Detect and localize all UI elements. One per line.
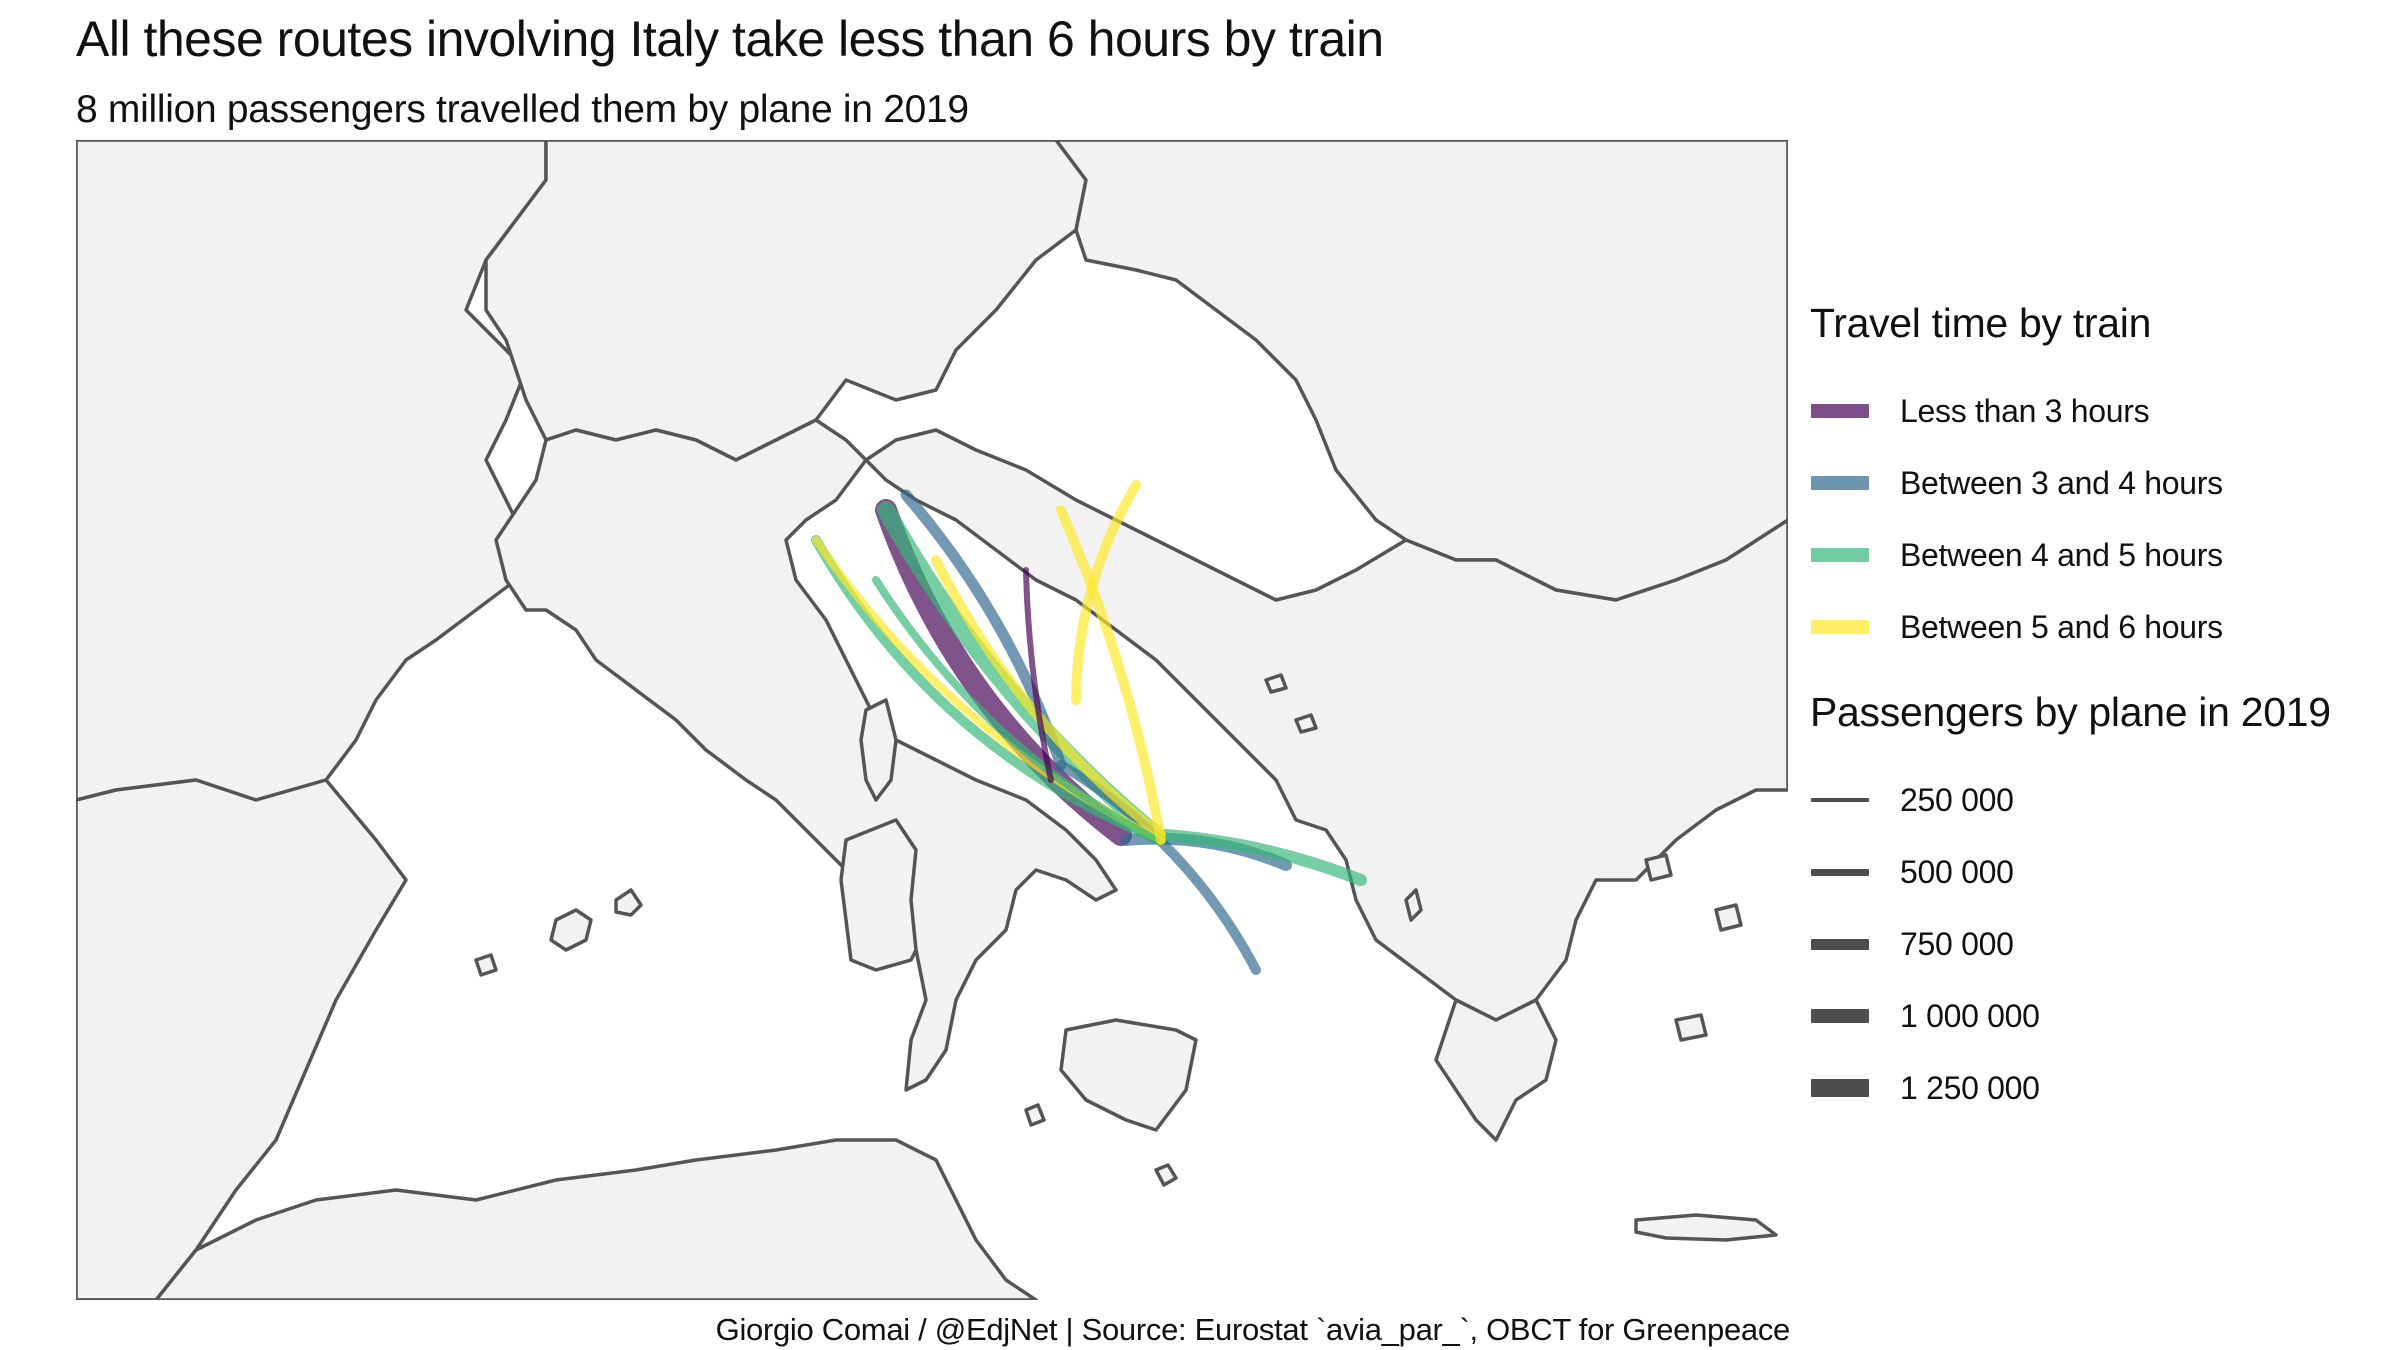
legend-color-title: Travel time by train [1810,300,2152,346]
legend-size-title: Passengers by plane in 2019 [1810,689,2331,735]
land-croatia-island-2 [1294,713,1318,734]
route-line [1056,505,1166,845]
land-corsica [859,698,898,802]
legend-color-item: Between 3 and 4 hours [1810,447,2390,519]
caption: Giorgio Comai / @EdjNet | Source: Eurost… [715,1312,1791,1347]
legend-size-item: 750 000 [1810,908,2390,980]
land-balearic-2 [614,888,643,917]
legend-color-item: Between 5 and 6 hours [1810,591,2390,663]
land-eastern-europe [1054,140,1788,602]
land-central-europe [484,140,1088,462]
land-balearic-1 [549,908,593,952]
land-peloponnese [1434,998,1558,1142]
legend-size-label: 500 000 [1900,853,2014,890]
legend-color-swatch [1811,476,1869,490]
route-line [811,535,1166,845]
legend-size-swatch [1811,1009,1869,1023]
legend-size-label: 250 000 [1900,781,2014,818]
land-croatia-island-1 [1264,673,1288,694]
legend-size-item: 1 000 000 [1810,980,2390,1052]
legend-color-swatch [1811,620,1869,634]
land-pantelleria [1024,1103,1046,1127]
legend-size-swatch [1811,938,1869,950]
legend-size-key [1810,1009,1870,1023]
route-line [1160,829,1367,886]
legend-size-key [1810,868,1870,876]
legend-size-swatch [1811,868,1869,876]
legend-size-item: 500 000 [1810,836,2390,908]
legend-size-key [1810,798,1870,802]
legend-color-key [1810,620,1870,634]
legend-color-item: Less than 3 hours [1810,375,2390,447]
legend-color-swatch [1811,404,1869,418]
land-aegean-3 [1674,1013,1708,1042]
map-svg [76,140,1788,1300]
route-line [1071,480,1141,705]
chart-title: All these routes involving Italy take le… [76,11,1384,67]
land-sardinia [839,818,918,972]
legend-size-swatch [1811,798,1869,802]
legend-size-label: 1 250 000 [1900,1069,2040,1106]
legend-size-item: 250 000 [1810,764,2390,836]
legend-color-key [1810,548,1870,562]
route-line [1023,567,1054,783]
land-crete [1634,1213,1778,1242]
chart-subtitle: 8 million passengers travelled them by p… [76,88,969,131]
map-panel [76,140,1788,1300]
legend-size-swatch [1811,1079,1869,1097]
land-balearic-3 [474,953,498,977]
legend: Travel time by train Less than 3 hours Be… [1810,300,2390,1124]
legend-size-label: 1 000 000 [1900,997,2040,1034]
route-line [872,576,1160,844]
legend-color-swatch [1811,548,1869,562]
land-france [76,140,548,802]
legend-color-label: Less than 3 hours [1900,392,2150,429]
legend-color-label: Between 5 and 6 hours [1900,608,2223,645]
land-corfu [1404,888,1423,922]
land-malta [1154,1163,1178,1187]
route-line [931,555,1166,840]
legend-color-key [1810,476,1870,490]
legend-color-label: Between 4 and 5 hours [1900,536,2223,573]
legend-size-key [1810,938,1870,950]
land-aegean-1 [1644,853,1673,882]
land-sicily [1059,1018,1198,1132]
legend-color-label: Between 3 and 4 hours [1900,464,2223,501]
legend-color-key [1810,404,1870,418]
legend-size-label: 750 000 [1900,925,2014,962]
legend-size-key [1810,1079,1870,1097]
legend-color-item: Between 4 and 5 hours [1810,519,2390,591]
legend-size-item: 1 250 000 [1810,1052,2390,1124]
route-line [1056,760,1261,975]
land-italy [494,418,1118,1092]
land-aegean-2 [1714,903,1743,932]
land-north-africa [76,1138,1038,1300]
